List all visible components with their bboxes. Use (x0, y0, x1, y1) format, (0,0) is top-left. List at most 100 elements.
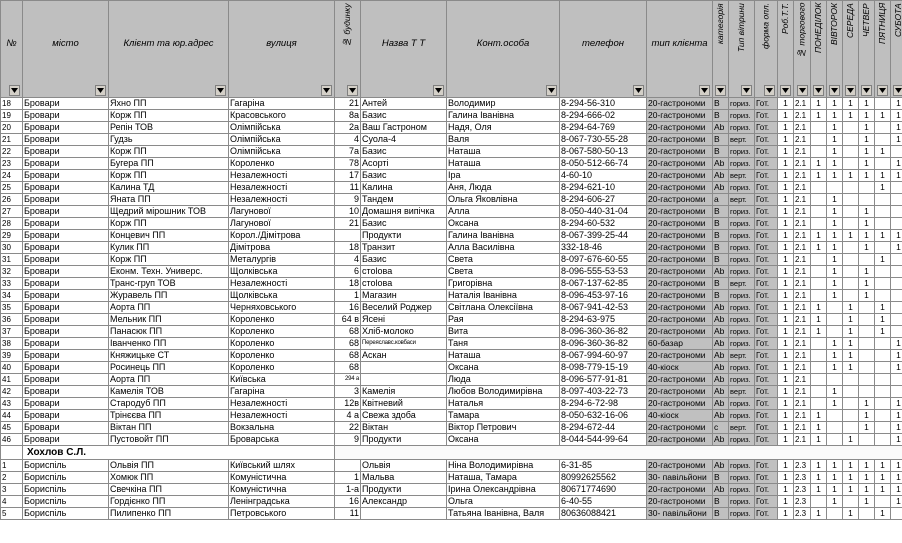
cell-contact[interactable]: Рая (446, 313, 560, 326)
cell-tue[interactable]: 1 (826, 205, 843, 218)
cell-client[interactable]: Корж ПП (108, 217, 229, 230)
cell-tue[interactable]: 1 (826, 349, 843, 362)
cell-tt_name[interactable]: Базис (360, 145, 447, 158)
cell-thu[interactable] (858, 193, 875, 206)
cell-tue[interactable]: 1 (826, 97, 843, 110)
cell-rob_tt[interactable]: 1 (777, 507, 794, 520)
cell-phone[interactable]: 6-31-85 (559, 459, 647, 472)
cell-tue[interactable]: 1 (826, 217, 843, 230)
table-row[interactable]: 29 Бровари Концевич ПП Корол./Дімітрова Прод… (0, 229, 902, 242)
cell-tt_name[interactable]: Веселий Роджер (360, 301, 447, 314)
filter-dropdown-icon[interactable] (546, 85, 557, 96)
cell-house[interactable]: 68 (334, 337, 361, 350)
cell-route[interactable]: 2.1 (793, 229, 811, 242)
cell-no[interactable]: 37 (0, 325, 23, 338)
cell-no[interactable]: 3 (0, 483, 23, 496)
cell-rob_tt[interactable]: 1 (777, 373, 794, 386)
cell-contact[interactable]: Любов Володимирівна (446, 385, 560, 398)
cell-sat[interactable]: 1 (890, 229, 902, 242)
cell-phone[interactable]: 8-044-544-99-64 (559, 433, 647, 446)
cell-route[interactable]: 2.1 (793, 241, 811, 254)
cell-client[interactable]: Транс-груп ТОВ (108, 277, 229, 290)
cell-thu[interactable] (858, 253, 875, 266)
cell-route[interactable]: 2.1 (793, 157, 811, 170)
cell-client[interactable]: Камелія ТОВ (108, 385, 229, 398)
cell-city[interactable]: Бровари (22, 169, 109, 182)
cell-house[interactable]: 11 (334, 181, 361, 194)
cell-phone[interactable]: 8-067-580-50-13 (559, 145, 647, 158)
cell-fri[interactable] (874, 277, 891, 290)
cell-fri[interactable] (874, 205, 891, 218)
cell-mon[interactable]: 1 (810, 157, 827, 170)
cell-route[interactable]: 2.1 (793, 421, 811, 434)
cell-contact[interactable]: Володимир (446, 97, 560, 110)
cell-rob_tt[interactable]: 1 (777, 121, 794, 134)
cell-contact[interactable]: Віктор Петрович (446, 421, 560, 434)
cell-tue[interactable]: 1 (826, 121, 843, 134)
table-row[interactable]: 20 Бровари Репін ТОВ Олімпійська 2а Ваш Гастр… (0, 121, 902, 134)
cell-payment[interactable]: Гот. (754, 217, 778, 230)
cell-house[interactable]: 8а (334, 109, 361, 122)
cell-wed[interactable] (842, 145, 859, 158)
cell-phone[interactable]: 8-096-453-97-16 (559, 289, 647, 302)
cell-cl_type[interactable]: 20-гастрономи (646, 373, 713, 386)
cell-category[interactable]: B (712, 471, 729, 484)
cell-route[interactable]: 2.1 (793, 97, 811, 110)
cell-city[interactable]: Бровари (22, 433, 109, 446)
cell-no[interactable]: 21 (0, 133, 23, 146)
cell-client[interactable]: Іванченко ПП (108, 337, 229, 350)
cell-client[interactable]: Аорта ПП (108, 301, 229, 314)
cell-tue[interactable] (826, 507, 843, 520)
cell-mon[interactable]: 1 (810, 313, 827, 326)
cell-tt_name[interactable]: Суола-4 (360, 133, 447, 146)
cell-cl_type[interactable]: 40-кіоск (646, 361, 713, 374)
cell-contact[interactable]: Тамара (446, 409, 560, 422)
cell-route[interactable]: 2.1 (793, 205, 811, 218)
cell-cl_type[interactable]: 20-гастрономи (646, 169, 713, 182)
cell-city[interactable]: Бровари (22, 397, 109, 410)
cell-fri[interactable] (874, 97, 891, 110)
cell-thu[interactable]: 1 (858, 277, 875, 290)
cell-thu[interactable] (858, 325, 875, 338)
cell-contact[interactable]: Валя (446, 133, 560, 146)
cell-mon[interactable] (810, 495, 827, 508)
cell-tt_name[interactable]: Тандем (360, 193, 447, 206)
cell-fri[interactable]: 1 (874, 313, 891, 326)
cell-phone[interactable]: 8-067-137-62-85 (559, 277, 647, 290)
cell-tt_name[interactable]: Базис (360, 217, 447, 230)
cell-rob_tt[interactable]: 1 (777, 277, 794, 290)
table-row[interactable]: 1 Бориспіль Ольвія ПП Київський шлях Ольвія Н… (0, 459, 902, 472)
cell-vitrina[interactable]: гориз. (728, 289, 755, 302)
cell-mon[interactable] (810, 349, 827, 362)
cell-contact[interactable]: Оксана (446, 217, 560, 230)
cell-thu[interactable] (858, 181, 875, 194)
cell-rob_tt[interactable]: 1 (777, 109, 794, 122)
cell-tue[interactable]: 1 (826, 253, 843, 266)
cell-client[interactable]: Свечкіна ПП (108, 483, 229, 496)
table-row[interactable]: 23 Бровари Бугера ПП Короленко 78 Асорті Наташ… (0, 157, 902, 170)
cell-no[interactable]: 30 (0, 241, 23, 254)
cell-vitrina[interactable]: верт. (728, 385, 755, 398)
cell-wed[interactable] (842, 121, 859, 134)
cell-fri[interactable]: 1 (874, 325, 891, 338)
cell-city[interactable]: Бориспіль (22, 471, 109, 484)
cell-vitrina[interactable]: гориз. (728, 337, 755, 350)
cell-wed[interactable] (842, 205, 859, 218)
cell-tue[interactable]: 1 (826, 109, 843, 122)
cell-payment[interactable]: Гот. (754, 433, 778, 446)
table-row[interactable]: 46 Бровари Пустовойт ПП Броварська 9 Продукти… (0, 433, 902, 446)
cell-city[interactable]: Бориспіль (22, 459, 109, 472)
cell-tt_name[interactable]: Квітневий (360, 397, 447, 410)
cell-client[interactable]: Пустовойт ПП (108, 433, 229, 446)
cell-city[interactable]: Бровари (22, 325, 109, 338)
cell-wed[interactable] (842, 241, 859, 254)
cell-house[interactable]: 68 (334, 349, 361, 362)
cell-route[interactable]: 2.1 (793, 361, 811, 374)
cell-rob_tt[interactable]: 1 (777, 157, 794, 170)
cell-vitrina[interactable]: гориз. (728, 397, 755, 410)
cell-cl_type[interactable]: 20-гастрономи (646, 145, 713, 158)
cell-sat[interactable] (890, 373, 902, 386)
cell-fri[interactable] (874, 385, 891, 398)
cell-street[interactable]: Короленко (228, 157, 335, 170)
column-header-phone[interactable]: телефон (559, 0, 647, 98)
